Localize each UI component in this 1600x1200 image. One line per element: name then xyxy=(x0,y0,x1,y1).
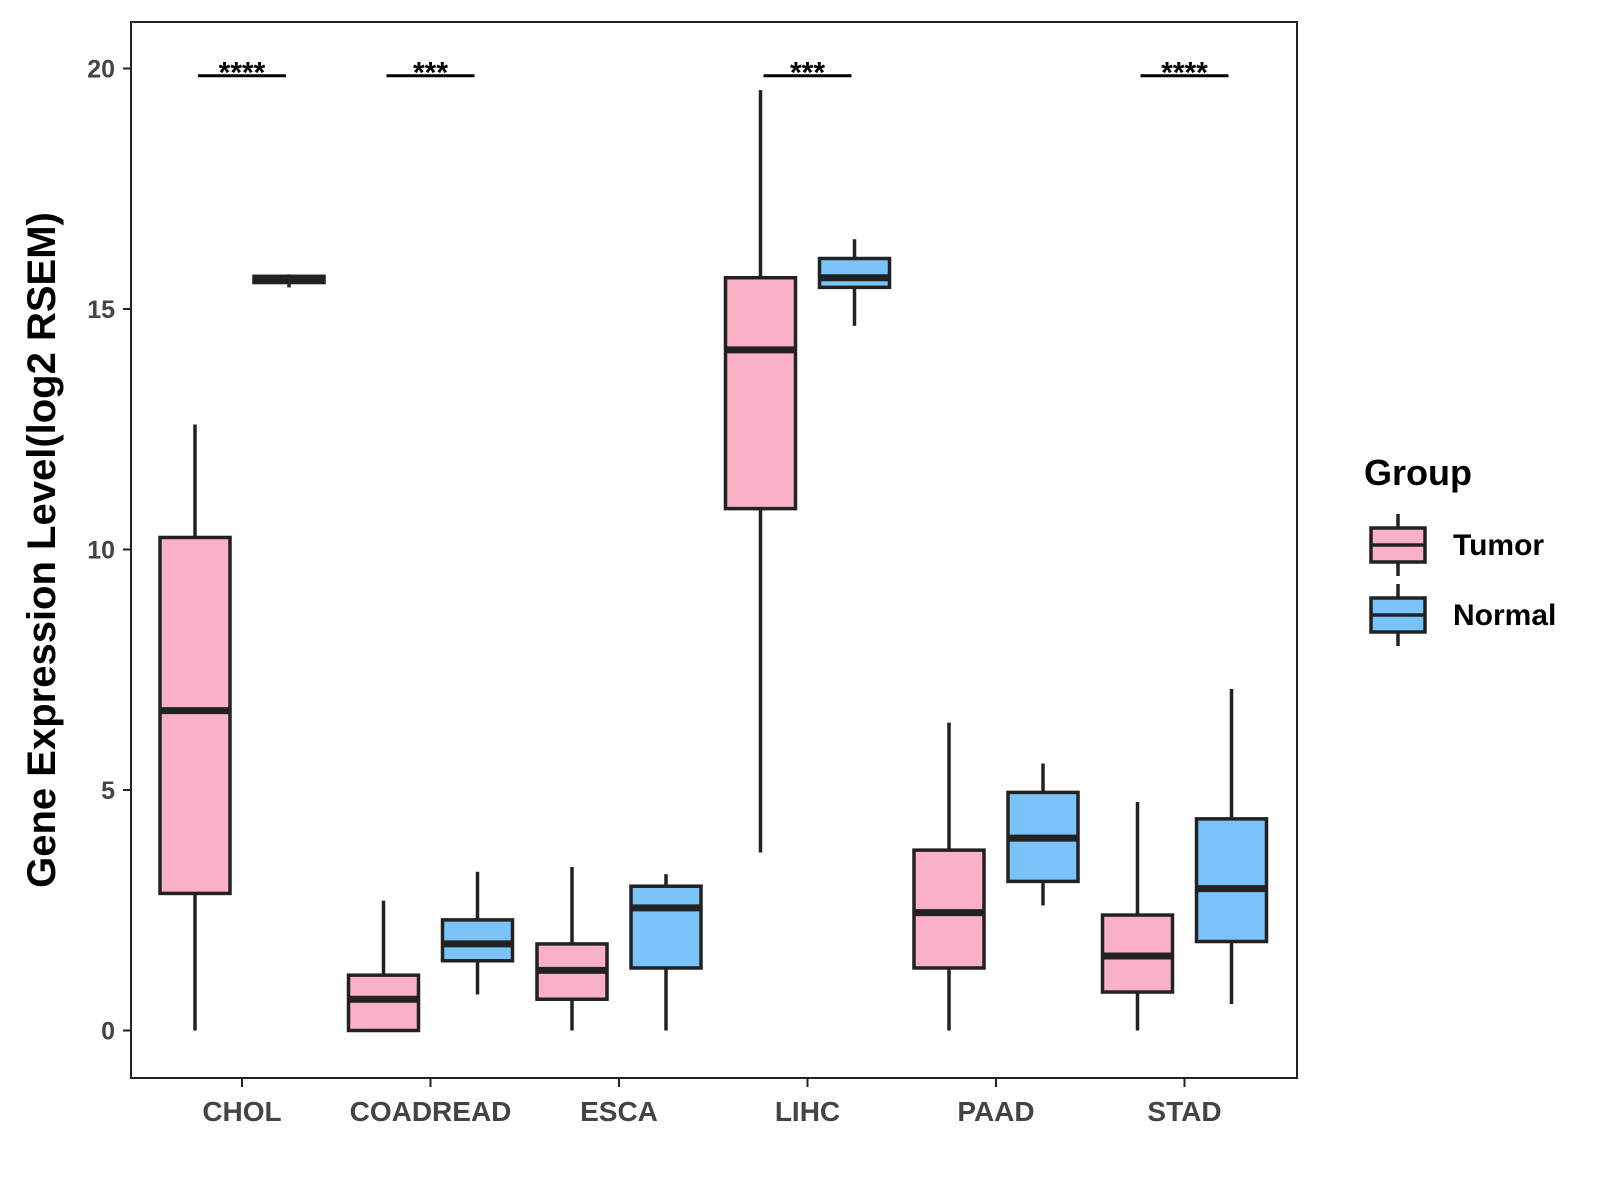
significance-label: *** xyxy=(790,57,825,90)
box-normal-chol xyxy=(252,274,326,288)
x-tick-label: CHOL xyxy=(202,1096,281,1127)
plot-panel xyxy=(130,21,1298,1079)
box-iqr xyxy=(817,256,892,290)
legend-label: Tumor xyxy=(1453,529,1544,562)
x-tick-label: LIHC xyxy=(775,1096,840,1127)
box-tumor-lihc xyxy=(723,90,798,853)
x-tick-label: COADREAD xyxy=(350,1096,512,1127)
y-tick-label: 5 xyxy=(101,777,115,805)
box-iqr xyxy=(440,918,515,963)
significance-label: **** xyxy=(1161,57,1208,90)
legend-label: Normal xyxy=(1453,599,1556,632)
significance-label: **** xyxy=(219,57,266,90)
y-tick-label: 10 xyxy=(87,537,115,565)
legend-item-tumor: Tumor xyxy=(1369,514,1544,576)
box-iqr xyxy=(1194,817,1269,944)
box-series xyxy=(158,90,1269,1033)
box-tumor-coadread xyxy=(346,900,421,1033)
box-iqr xyxy=(629,884,703,970)
legend-item-normal: Normal xyxy=(1369,584,1556,646)
significance-label: *** xyxy=(413,57,448,90)
box-iqr xyxy=(158,535,232,896)
legend-title: Group xyxy=(1364,452,1472,493)
legend: Group Tumor Normal xyxy=(1364,452,1556,646)
box-normal-lihc xyxy=(817,239,892,326)
box-tumor-paad xyxy=(912,722,986,1031)
box-normal-esca xyxy=(629,874,703,1031)
x-tick-label: PAAD xyxy=(957,1096,1034,1127)
y-tick-label: 15 xyxy=(87,296,115,324)
box-normal-stad xyxy=(1194,688,1269,1005)
y-tick-label: 20 xyxy=(87,56,115,84)
y-axis: 0 5 10 15 20 xyxy=(87,56,131,1046)
box-iqr xyxy=(723,275,798,511)
box-normal-coadread xyxy=(440,871,515,995)
box-tumor-esca xyxy=(535,866,609,1031)
y-tick-label: 0 xyxy=(101,1018,115,1046)
box-iqr xyxy=(346,973,421,1033)
box-tumor-stad xyxy=(1100,802,1175,1031)
x-tick-label: ESCA xyxy=(580,1096,658,1127)
box-iqr xyxy=(912,848,986,970)
box-tumor-chol xyxy=(158,424,232,1031)
x-tick-label: STAD xyxy=(1147,1096,1221,1127)
y-axis-label: Gene Expression Level(log2 RSEM) xyxy=(20,212,64,888)
box-normal-paad xyxy=(1006,763,1080,906)
x-axis: CHOL COADREAD ESCA LIHC PAAD STAD xyxy=(202,1078,1222,1127)
significance-annotations: **** *** *** **** xyxy=(198,57,1229,90)
